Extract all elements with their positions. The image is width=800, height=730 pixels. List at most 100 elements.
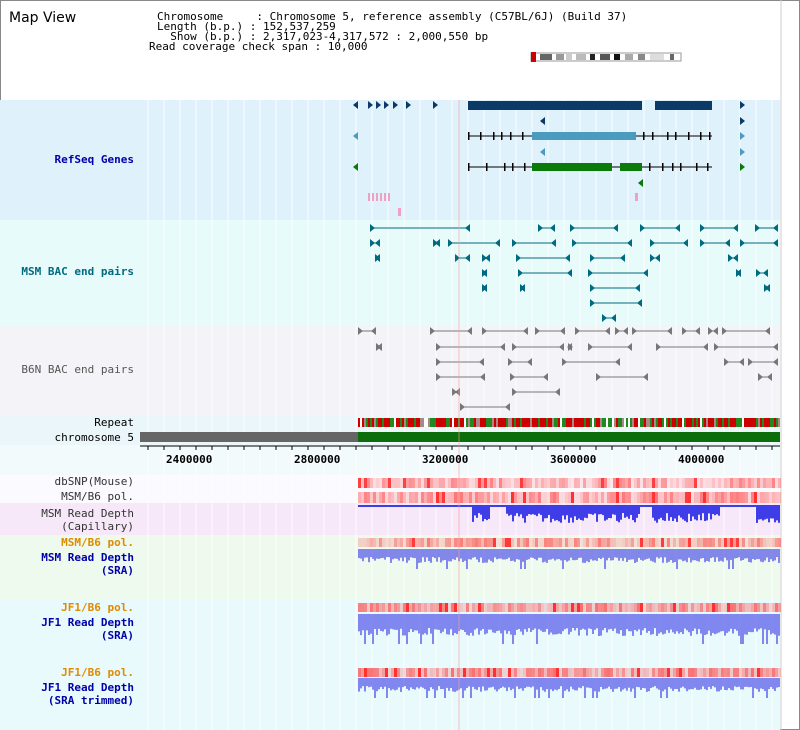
polymorphism-cell xyxy=(655,603,658,612)
polymorphism-cell xyxy=(424,668,427,677)
polymorphism-cell xyxy=(676,492,679,503)
read-depth-bar xyxy=(492,678,494,687)
polymorphism-cell xyxy=(583,478,586,488)
read-depth-bar xyxy=(416,505,418,507)
polymorphism-cell xyxy=(745,668,748,677)
gene-exon xyxy=(510,132,512,140)
polymorphism-cell xyxy=(646,538,649,547)
polymorphism-cell xyxy=(631,538,634,547)
repeat-mark xyxy=(650,418,652,427)
strand-arrow xyxy=(695,327,700,335)
polymorphism-cell xyxy=(475,492,478,503)
read-depth-bar xyxy=(366,678,368,687)
polymorphism-cell xyxy=(391,603,394,612)
read-depth-bar xyxy=(694,614,696,629)
read-depth-bar xyxy=(510,678,512,691)
read-depth-bar xyxy=(500,614,502,634)
repeat-mark xyxy=(374,418,376,427)
polymorphism-cell xyxy=(532,603,535,612)
polymorphism-cell xyxy=(568,492,571,503)
read-depth-bar xyxy=(704,549,706,563)
read-depth-bar xyxy=(670,614,672,630)
polymorphism-cell xyxy=(361,478,364,488)
read-depth-bar xyxy=(434,678,436,698)
read-depth-bar xyxy=(544,549,546,562)
read-depth-bar xyxy=(650,614,652,635)
read-depth-bar xyxy=(754,505,756,507)
polymorphism-cell xyxy=(505,538,508,547)
read-depth-bar xyxy=(394,549,396,559)
read-depth-bar xyxy=(598,678,600,692)
polymorphism-cell xyxy=(487,538,490,547)
read-depth-bar xyxy=(422,614,424,635)
read-depth-bar xyxy=(772,549,774,562)
polymorphism-cell xyxy=(673,492,676,503)
polymorphism-cell xyxy=(538,603,541,612)
polymorphism-cell xyxy=(448,478,451,488)
read-depth-bar xyxy=(476,678,478,690)
polymorphism-cell xyxy=(472,603,475,612)
strand-arrow xyxy=(559,343,564,351)
read-depth-bar xyxy=(434,505,436,507)
read-depth-bar xyxy=(570,614,572,632)
repeat-mark xyxy=(416,418,418,427)
read-depth-bar xyxy=(384,678,386,687)
repeat-mark xyxy=(544,418,546,427)
polymorphism-cell xyxy=(421,478,424,488)
read-depth-bar xyxy=(740,505,742,507)
polymorphism-cell xyxy=(409,492,412,503)
polymorphism-cell xyxy=(460,478,463,488)
polymorphism-cell xyxy=(682,603,685,612)
polymorphism-cell xyxy=(640,603,643,612)
polymorphism-cell xyxy=(394,538,397,547)
read-depth-bar xyxy=(404,505,406,507)
read-depth-bar xyxy=(508,678,510,688)
read-depth-bar xyxy=(508,614,510,632)
read-depth-bar xyxy=(370,614,372,634)
read-depth-bar xyxy=(588,614,590,629)
polymorphism-cell xyxy=(700,603,703,612)
strand-arrow xyxy=(570,224,575,232)
read-depth-bar xyxy=(530,614,532,632)
read-depth-bar xyxy=(406,505,408,507)
read-depth-bar xyxy=(658,614,660,634)
read-depth-bar xyxy=(634,678,636,698)
polymorphism-cell xyxy=(520,492,523,503)
repeat-mark xyxy=(774,418,776,427)
repeat-mark xyxy=(760,418,762,427)
read-depth-bar xyxy=(718,549,720,562)
read-depth-bar xyxy=(718,505,720,516)
polymorphism-cell xyxy=(688,538,691,547)
polymorphism-cell xyxy=(478,668,481,677)
polymorphism-cell xyxy=(712,538,715,547)
repeat-mark xyxy=(664,418,666,427)
repeat-mark xyxy=(712,418,714,427)
strand-arrow xyxy=(377,343,382,351)
read-depth-bar xyxy=(628,614,630,632)
polymorphism-cell xyxy=(607,668,610,677)
read-depth-bar xyxy=(474,678,476,690)
read-depth-bar xyxy=(450,505,452,507)
read-depth-bar xyxy=(738,614,740,636)
read-depth-bar xyxy=(518,505,520,517)
polymorphism-cell xyxy=(616,538,619,547)
read-depth-bar xyxy=(452,678,454,692)
polymorphism-cell xyxy=(367,538,370,547)
polymorphism-cell xyxy=(676,538,679,547)
strand-arrow xyxy=(756,269,761,277)
read-depth-bar xyxy=(494,614,496,633)
polymorphism-cell xyxy=(610,603,613,612)
read-depth-bar xyxy=(764,549,766,561)
polymorphism-cell xyxy=(484,492,487,503)
gene-small-mark xyxy=(372,193,374,201)
polymorphism-cell xyxy=(445,492,448,503)
read-depth-bar xyxy=(366,505,368,507)
read-depth-bar xyxy=(374,678,376,698)
polymorphism-cell xyxy=(760,538,763,547)
read-depth-bar xyxy=(448,549,450,562)
label-msm-depth-sra-2: (SRA) xyxy=(100,564,134,577)
repeat-mark xyxy=(368,418,370,427)
read-depth-bar xyxy=(652,614,654,635)
read-depth-bar xyxy=(620,505,622,520)
